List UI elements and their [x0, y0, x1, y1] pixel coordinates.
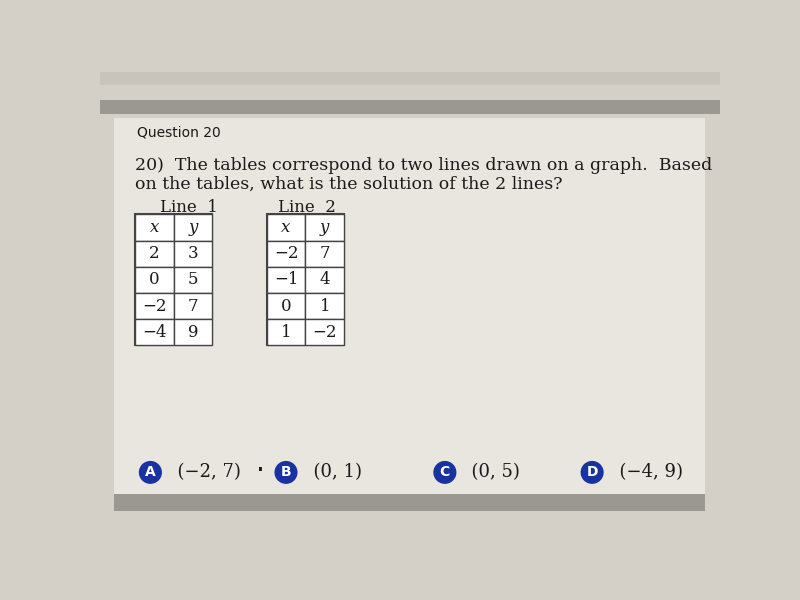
Bar [266, 319, 306, 346]
Text: y: y [188, 219, 198, 236]
Bar [306, 267, 344, 293]
Text: 9: 9 [188, 324, 198, 341]
Bar [135, 241, 174, 267]
Text: 0: 0 [281, 298, 291, 314]
Bar [174, 319, 212, 346]
Bar [135, 319, 174, 346]
Bar [100, 100, 720, 115]
Bar [306, 293, 344, 319]
Text: (0, 5): (0, 5) [460, 463, 520, 481]
Bar [306, 241, 344, 267]
Bar [266, 293, 306, 319]
Text: Line  1: Line 1 [161, 199, 218, 216]
Text: 5: 5 [188, 271, 198, 289]
Text: 1: 1 [319, 298, 330, 314]
Bar [135, 293, 174, 319]
Bar [135, 267, 174, 293]
Bar [266, 214, 344, 346]
Text: Line  2: Line 2 [278, 199, 336, 216]
Text: x: x [150, 219, 159, 236]
Bar [135, 214, 212, 346]
Text: B: B [281, 466, 291, 479]
Bar [174, 267, 212, 293]
Circle shape [434, 461, 456, 483]
Text: A: A [145, 466, 156, 479]
Bar [114, 118, 705, 496]
Circle shape [275, 461, 297, 483]
Text: (−4, 9): (−4, 9) [608, 463, 682, 481]
Text: Question 20: Question 20 [138, 126, 221, 140]
Bar [266, 214, 306, 241]
Circle shape [139, 461, 162, 483]
Bar [174, 241, 212, 267]
Text: 20)  The tables correspond to two lines drawn on a graph.  Based: 20) The tables correspond to two lines d… [135, 157, 712, 174]
Bar [174, 214, 212, 241]
Bar [306, 214, 344, 241]
Text: D: D [586, 466, 598, 479]
Bar [114, 494, 705, 511]
Text: −4: −4 [142, 324, 166, 341]
Text: 0: 0 [149, 271, 159, 289]
Text: 4: 4 [319, 271, 330, 289]
Text: y: y [320, 219, 330, 236]
Bar [100, 72, 720, 85]
Text: (−2, 7): (−2, 7) [166, 463, 241, 481]
Text: 3: 3 [188, 245, 198, 262]
Text: −1: −1 [274, 271, 298, 289]
Text: 7: 7 [319, 245, 330, 262]
Text: 1: 1 [281, 324, 291, 341]
Bar [135, 214, 174, 241]
Text: −2: −2 [313, 324, 337, 341]
Bar [266, 241, 306, 267]
Text: ·: · [256, 457, 265, 485]
Text: on the tables, what is the solution of the 2 lines?: on the tables, what is the solution of t… [135, 176, 562, 193]
Text: C: C [440, 466, 450, 479]
Bar [174, 293, 212, 319]
Circle shape [582, 461, 603, 483]
Text: −2: −2 [142, 298, 166, 314]
Text: x: x [282, 219, 290, 236]
Bar [266, 267, 306, 293]
Text: 2: 2 [149, 245, 159, 262]
Text: (0, 1): (0, 1) [302, 463, 362, 481]
Text: −2: −2 [274, 245, 298, 262]
Bar [306, 319, 344, 346]
Text: 7: 7 [188, 298, 198, 314]
